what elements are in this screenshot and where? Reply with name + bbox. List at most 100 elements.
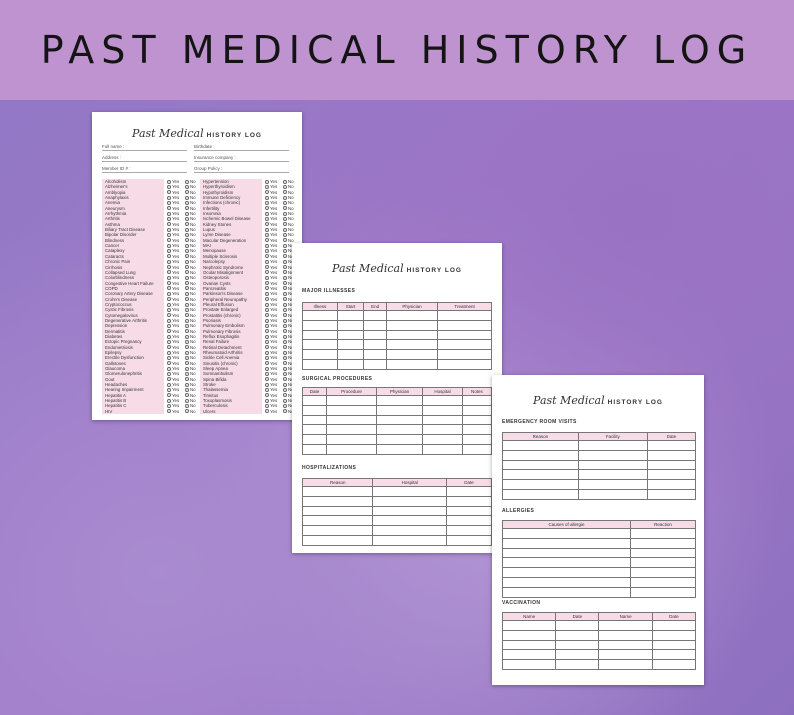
- table-cell[interactable]: [501, 639, 557, 651]
- table-cell[interactable]: [422, 424, 463, 436]
- no-radio[interactable]: [185, 265, 189, 270]
- table-cell[interactable]: [502, 469, 579, 481]
- yes-radio[interactable]: [265, 179, 269, 184]
- yes-radio[interactable]: [265, 200, 269, 205]
- table-cell[interactable]: [363, 310, 387, 321]
- table-cell[interactable]: [501, 620, 557, 631]
- table-cell[interactable]: [646, 469, 697, 481]
- table-cell[interactable]: [422, 404, 463, 416]
- yes-radio[interactable]: [167, 329, 171, 334]
- yes-radio[interactable]: [265, 334, 269, 339]
- address-field[interactable]: Address :: [102, 155, 187, 162]
- table-cell[interactable]: [372, 515, 448, 527]
- no-radio[interactable]: [283, 217, 287, 221]
- table-cell[interactable]: [502, 459, 579, 471]
- table-cell[interactable]: [301, 525, 374, 536]
- yes-radio[interactable]: [167, 265, 171, 270]
- table-cell[interactable]: [336, 358, 365, 370]
- no-radio[interactable]: [185, 334, 189, 339]
- table-cell[interactable]: [375, 443, 424, 455]
- no-radio[interactable]: [185, 206, 189, 211]
- table-cell[interactable]: [646, 459, 697, 471]
- table-cell[interactable]: [301, 404, 328, 416]
- table-cell[interactable]: [302, 329, 338, 341]
- no-radio[interactable]: [185, 195, 189, 200]
- table-cell[interactable]: [326, 443, 377, 455]
- no-radio[interactable]: [283, 281, 287, 286]
- table-cell[interactable]: [502, 440, 579, 451]
- no-radio[interactable]: [185, 339, 189, 344]
- yes-radio[interactable]: [265, 361, 269, 366]
- yes-radio[interactable]: [167, 302, 171, 307]
- table-cell[interactable]: [422, 434, 463, 445]
- table-cell[interactable]: [555, 639, 600, 651]
- yes-radio[interactable]: [167, 259, 171, 264]
- yes-radio[interactable]: [265, 355, 269, 360]
- no-radio[interactable]: [283, 211, 287, 216]
- no-radio[interactable]: [185, 281, 189, 286]
- no-radio[interactable]: [283, 286, 287, 291]
- table-cell[interactable]: [375, 404, 424, 416]
- no-radio[interactable]: [185, 323, 189, 328]
- no-radio[interactable]: [185, 393, 189, 398]
- yes-radio[interactable]: [265, 313, 269, 318]
- yes-radio[interactable]: [265, 238, 269, 243]
- no-radio[interactable]: [185, 361, 189, 366]
- no-radio[interactable]: [283, 206, 287, 211]
- yes-radio[interactable]: [167, 238, 171, 243]
- no-radio[interactable]: [185, 377, 189, 382]
- yes-radio[interactable]: [265, 217, 269, 221]
- table-cell[interactable]: [555, 620, 600, 631]
- yes-radio[interactable]: [265, 366, 269, 371]
- yes-radio[interactable]: [167, 184, 171, 189]
- table-cell[interactable]: [630, 528, 696, 539]
- no-radio[interactable]: [185, 222, 189, 227]
- no-radio[interactable]: [185, 329, 189, 334]
- insurance-field[interactable]: Insurance company :: [194, 155, 289, 162]
- table-cell[interactable]: [372, 534, 448, 546]
- no-radio[interactable]: [185, 388, 189, 392]
- yes-radio[interactable]: [167, 323, 171, 328]
- birthdate-field[interactable]: Birthdate :: [194, 144, 289, 151]
- table-cell[interactable]: [336, 310, 365, 321]
- yes-radio[interactable]: [265, 211, 269, 216]
- yes-radio[interactable]: [265, 291, 269, 296]
- yes-radio[interactable]: [167, 409, 171, 414]
- yes-radio[interactable]: [265, 249, 269, 254]
- table-cell[interactable]: [301, 395, 328, 406]
- no-radio[interactable]: [185, 217, 189, 221]
- table-cell[interactable]: [630, 537, 696, 549]
- table-cell[interactable]: [302, 310, 338, 321]
- no-radio[interactable]: [283, 291, 287, 296]
- no-radio[interactable]: [185, 243, 189, 248]
- no-radio[interactable]: [283, 409, 287, 414]
- yes-radio[interactable]: [167, 398, 171, 403]
- table-cell[interactable]: [437, 339, 492, 351]
- yes-radio[interactable]: [265, 275, 269, 280]
- group-policy-field[interactable]: Group Policy :: [194, 166, 289, 173]
- table-cell[interactable]: [501, 659, 557, 670]
- table-cell[interactable]: [446, 495, 492, 507]
- no-radio[interactable]: [283, 323, 287, 328]
- table-cell[interactable]: [651, 620, 697, 631]
- table-cell[interactable]: [577, 459, 648, 471]
- table-cell[interactable]: [385, 329, 439, 341]
- no-radio[interactable]: [283, 200, 287, 205]
- no-radio[interactable]: [283, 227, 287, 232]
- table-cell[interactable]: [555, 649, 600, 661]
- yes-radio[interactable]: [265, 184, 269, 189]
- table-cell[interactable]: [651, 649, 697, 661]
- table-cell[interactable]: [326, 424, 377, 436]
- table-cell[interactable]: [555, 629, 600, 641]
- no-radio[interactable]: [185, 286, 189, 291]
- yes-radio[interactable]: [167, 200, 171, 205]
- no-radio[interactable]: [185, 254, 189, 259]
- no-radio[interactable]: [283, 339, 287, 344]
- no-radio[interactable]: [185, 291, 189, 296]
- table-cell[interactable]: [555, 659, 600, 670]
- yes-radio[interactable]: [167, 206, 171, 211]
- no-radio[interactable]: [185, 297, 189, 302]
- no-radio[interactable]: [283, 361, 287, 366]
- table-cell[interactable]: [646, 488, 697, 500]
- no-radio[interactable]: [283, 249, 287, 254]
